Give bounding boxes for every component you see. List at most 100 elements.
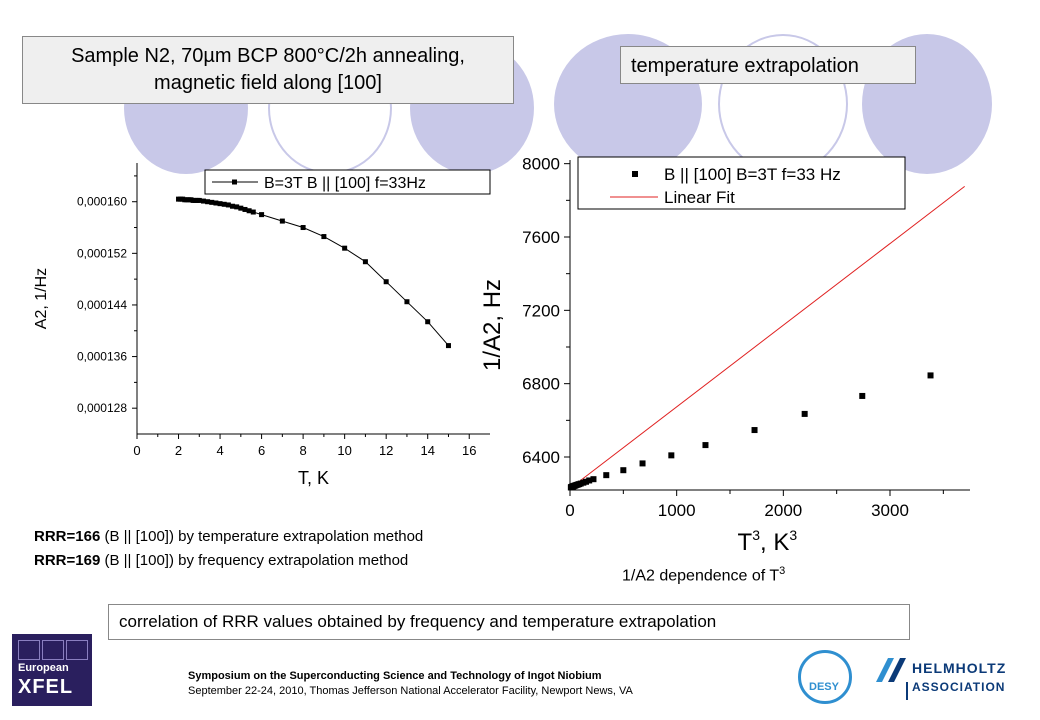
xfel-logo-square-1 — [18, 640, 40, 660]
left-data-point — [321, 234, 327, 240]
left-x-tick-label: 4 — [216, 443, 223, 458]
left-data-point — [217, 201, 223, 207]
xfel-logo-xfel: XFEL — [18, 676, 74, 698]
helmholtz-text: HELMHOLTZ — [912, 660, 1007, 676]
left-data-point — [234, 204, 240, 210]
left-y-tick-label: 0,000152 — [77, 246, 127, 260]
right-y-tick-label: 8000 — [522, 155, 560, 174]
correlation-box: correlation of RRR values obtained by fr… — [108, 604, 910, 640]
left-data-point — [445, 343, 451, 349]
rrr-temperature-text: (B || [100]) by temperature extrapolatio… — [100, 528, 424, 545]
helmholtz-mark-icon — [876, 658, 906, 682]
right-x-tick-label: 1000 — [658, 501, 696, 520]
left-legend-label: B=3T B || [100] f=33Hz — [264, 175, 426, 192]
rrr-temperature-value: RRR=166 — [34, 528, 101, 545]
left-data-point — [404, 299, 410, 305]
left-data-point — [213, 200, 219, 206]
right-y-tick-label: 6400 — [522, 448, 560, 467]
right-fit-line — [569, 186, 965, 489]
left-data-point — [230, 203, 236, 209]
right-data-point — [583, 478, 589, 485]
left-y-tick-label: 0,000128 — [77, 401, 127, 415]
right-x-tick-label: 0 — [565, 501, 574, 520]
left-y-tick-label: 0,000136 — [77, 350, 127, 364]
right-x-tick-label: 2000 — [764, 501, 802, 520]
caption-sup: 3 — [779, 565, 786, 577]
xfel-logo-european: European — [18, 662, 69, 674]
caption-text: 1/A2 dependence of T — [622, 567, 780, 585]
left-data-point — [242, 206, 248, 212]
rrr-frequency-value: RRR=169 — [34, 552, 101, 569]
chart-inv-a2-vs-t3: 0 1000 2000 3000 6400 6800 7200 7600 8000 T3, K3 1… — [479, 155, 970, 556]
footer-venue: September 22-24, 2010, Thomas Jefferson … — [188, 685, 633, 697]
left-x-tick-label: 14 — [420, 443, 434, 458]
right-data-point — [668, 452, 675, 459]
helmholtz-logo: HELMHOLTZ ASSOCIATION — [872, 648, 1005, 704]
desy-logo-text: DESY — [809, 681, 839, 693]
right-data-point — [639, 460, 646, 467]
right-y-tick-label: 6800 — [522, 375, 560, 394]
right-data-point — [603, 472, 610, 479]
left-data-point — [205, 199, 211, 205]
right-data-point — [586, 477, 593, 484]
left-data-point — [246, 208, 252, 214]
left-x-axis-label: T, K — [298, 468, 329, 488]
left-data-point — [342, 245, 348, 251]
left-data-point — [225, 202, 231, 208]
left-x-tick-label: 12 — [379, 443, 393, 458]
right-legend-label-data: B || [100] B=3T f=33 Hz — [664, 165, 841, 184]
right-legend-label-fit: Linear Fit — [664, 188, 735, 207]
right-data-point — [620, 467, 627, 474]
left-y-axis-label: A2, 1/Hz — [33, 268, 50, 329]
left-y-tick-label: 0,000144 — [77, 298, 127, 312]
xfel-logo-square-2 — [42, 640, 64, 660]
left-data-point — [279, 218, 285, 224]
footer-symposium: Symposium on the Superconducting Science… — [188, 670, 602, 682]
left-data-point — [221, 201, 227, 207]
left-x-tick-label: 16 — [462, 443, 476, 458]
left-data-point — [383, 279, 389, 285]
right-data-point — [751, 427, 758, 434]
left-data-point — [209, 199, 215, 205]
right-y-tick-label: 7200 — [522, 301, 560, 320]
left-series-line — [178, 198, 449, 346]
left-legend-marker — [232, 179, 237, 185]
right-legend-box — [577, 156, 906, 210]
desy-logo: DESY — [798, 650, 852, 704]
european-xfel-logo: European XFEL — [12, 634, 92, 706]
right-x-tick-label: 3000 — [871, 501, 909, 520]
rrr-temperature: RRR=166 (B || [100]) by temperature extr… — [34, 528, 423, 545]
right-y-tick-label: 7600 — [522, 228, 560, 247]
left-data-point — [238, 205, 244, 211]
slide-title-line1: Sample N2, 70µm BCP 800°C/2h annealing, — [71, 45, 465, 67]
right-data-point — [859, 392, 866, 399]
left-x-tick-label: 0 — [133, 443, 140, 458]
left-x-tick-label: 2 — [175, 443, 182, 458]
left-data-point — [362, 259, 368, 265]
right-y-axis-label: 1/A2, Hz — [479, 279, 506, 371]
right-data-point — [702, 442, 709, 449]
right-data-point — [927, 372, 934, 379]
left-y-tick-label: 0,000160 — [77, 195, 127, 209]
left-data-point — [200, 198, 206, 204]
footer: Symposium on the Superconducting Science… — [188, 669, 633, 699]
helmholtz-bar — [906, 682, 908, 700]
right-data-point — [801, 410, 808, 417]
left-data-point — [250, 209, 256, 215]
left-x-tick-label: 10 — [337, 443, 351, 458]
right-chart-caption: 1/A2 dependence of T3 — [622, 565, 785, 585]
slide-title-line2: magnetic field along [100] — [154, 72, 382, 94]
left-data-point — [196, 197, 202, 203]
chart-a2-vs-t: 0 2 4 6 8 10 12 14 16 0,000128 0,000136 0,000144 0,0… — [33, 163, 491, 488]
temperature-extrapolation-label: temperature extrapolation — [620, 46, 916, 84]
rrr-frequency: RRR=169 (B || [100]) by frequency extrap… — [34, 552, 408, 569]
right-x-axis-label: T3, K3 — [738, 527, 798, 556]
left-x-tick-label: 6 — [258, 443, 265, 458]
left-data-point — [259, 212, 265, 218]
left-data-point — [425, 319, 431, 325]
left-data-point — [300, 225, 306, 231]
left-x-tick-label: 8 — [300, 443, 307, 458]
rrr-frequency-text: (B || [100]) by frequency extrapolation … — [100, 552, 409, 569]
xfel-logo-square-3 — [66, 640, 88, 660]
right-legend-marker — [632, 171, 638, 177]
